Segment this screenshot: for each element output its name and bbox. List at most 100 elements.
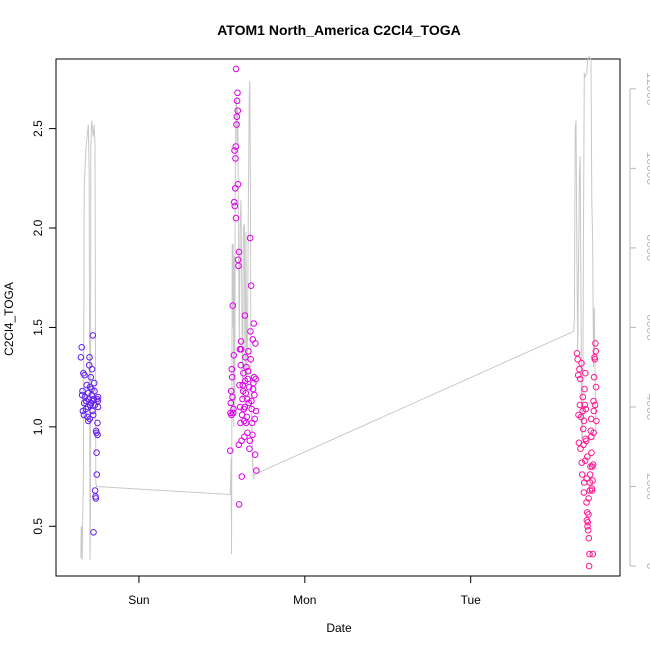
data-point [94,419,101,427]
data-point [235,262,242,270]
data-point [247,282,255,290]
axis-layer: Sun Mon Tue 0.5 1.0 1.5 2.0 2.5 0 2000 4000 6000 800… [31,72,650,607]
data-point [581,401,589,409]
data-point [589,463,596,470]
y-tick-label: 1.5 [31,319,45,336]
data-point [590,429,597,437]
data-point [227,387,235,395]
data-point [232,143,240,150]
data-point [252,340,259,347]
data-point [87,373,95,381]
data-point [584,453,591,461]
data-point [585,495,592,502]
data-point [250,373,258,381]
data-point [584,523,591,530]
data-point [592,348,600,355]
data-point [579,425,587,433]
data-point [582,369,589,377]
data-point [86,354,93,361]
data-point [591,356,599,363]
data-point [241,312,249,319]
data-point [235,501,243,508]
data-point [232,214,240,222]
data-point [238,473,246,480]
data-point [584,527,592,534]
data-point [237,361,245,369]
data-point [90,379,98,387]
data-point [234,181,242,188]
data-point [229,393,236,401]
data-point [574,371,582,379]
data-point [88,385,95,393]
data-point [231,147,238,154]
data-point [576,375,584,383]
data-point [235,248,243,256]
data-point [89,411,97,419]
y-tick-label: 2.5 [31,120,45,137]
data-point [77,354,85,361]
y-right-tick-label: 4000 [644,394,650,421]
data-point [576,365,583,373]
data-point [234,89,241,97]
data-point [232,155,239,162]
data-point [246,234,254,242]
data-point [246,445,253,453]
data-point [588,449,595,457]
data-point [81,371,88,379]
data-point [233,121,240,128]
data-point [576,401,584,409]
data-point [229,409,237,417]
y-right-tick-label: 12000 [644,72,650,106]
y-tick-label: 1.0 [31,418,45,435]
data-point [579,393,587,401]
data-point [578,359,585,367]
data-point [592,383,600,391]
data-point [246,437,254,445]
data-point [83,381,90,389]
data-point [234,107,242,114]
data-point [583,475,591,482]
y-right-tick-label: 8000 [644,235,650,262]
data-point [251,451,259,459]
data-point [233,113,241,120]
data-point [230,405,237,413]
data-point [243,363,250,371]
data-point [249,431,256,439]
data-point [241,403,249,411]
x-tick-label: Sun [128,593,149,607]
data-point [244,367,252,375]
data-point [591,401,599,409]
data-point [236,381,243,389]
data-point [580,417,588,425]
data-point [585,511,592,518]
data-point [237,346,245,353]
data-point [245,383,253,391]
data-point [251,391,258,399]
data-point [79,387,86,395]
data-point [253,467,260,474]
data-point [586,479,594,486]
data-point [230,198,238,206]
chart-title: ATOM1 North_America C2Cl4_TOGA [217,22,461,38]
data-point [89,332,97,339]
data-point [93,449,100,457]
data-point [228,411,235,419]
data-point [582,405,590,413]
data-point [580,489,588,496]
x-tick-label: Tue [461,593,482,607]
data-point [251,415,258,423]
data-point [586,471,594,478]
y-axis-label: C2Cl4_TOGA [2,282,16,356]
data-point [244,375,252,383]
data-point [228,373,236,381]
data-point [227,399,235,407]
data-point [590,397,597,405]
data-point [586,487,594,494]
data-point [247,328,254,335]
data-point [250,320,257,327]
data-point [588,487,596,494]
data-point [92,495,100,502]
data-point [80,411,88,419]
data-point [228,365,236,373]
